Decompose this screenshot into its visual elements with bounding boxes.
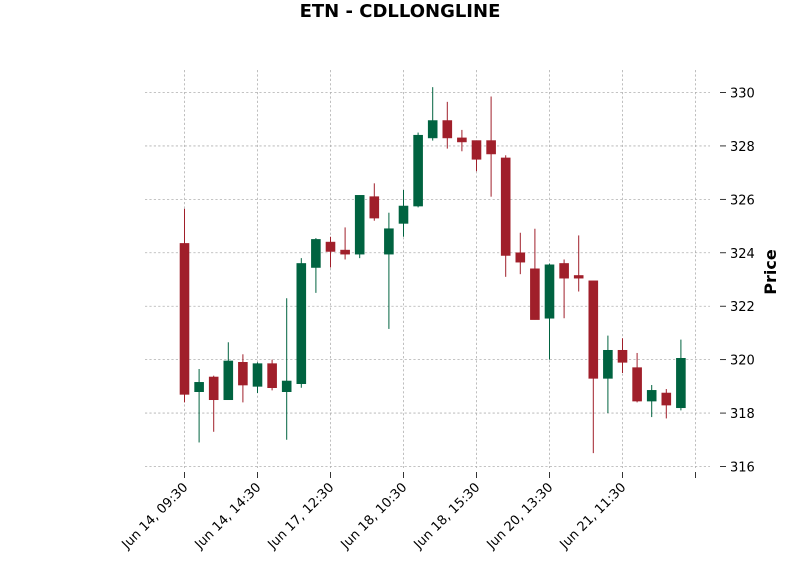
candle-body xyxy=(311,239,321,268)
candle-body xyxy=(223,360,234,401)
candle-up xyxy=(413,132,423,208)
candle-down xyxy=(442,101,453,149)
candle-down xyxy=(340,227,350,260)
candle-down xyxy=(632,352,642,403)
candle-down xyxy=(238,354,248,403)
candle-up xyxy=(281,298,292,440)
candle-body xyxy=(559,263,569,279)
candle-down xyxy=(179,208,190,403)
candle-body xyxy=(252,363,263,387)
candle-body xyxy=(442,120,453,139)
candle-body xyxy=(369,196,380,219)
candle-up xyxy=(676,339,686,411)
y-tick-label: 318 xyxy=(730,407,755,422)
y-tick-label: 330 xyxy=(730,87,755,102)
chart-title: ETN - CDLLONGLINE xyxy=(300,1,501,22)
candle-down xyxy=(369,183,380,221)
candle-down xyxy=(471,140,482,172)
candle-body xyxy=(676,358,686,409)
candle-down xyxy=(661,389,672,419)
candle-up xyxy=(354,195,365,259)
candle-body xyxy=(179,243,190,395)
candle-down xyxy=(486,96,496,197)
x-tick-label: Jun 17, 12:30 xyxy=(265,480,338,553)
candle-up xyxy=(296,258,307,388)
x-tick-label: Jun 14, 09:30 xyxy=(119,480,192,553)
candle-down xyxy=(559,259,569,319)
candle-down xyxy=(530,228,540,320)
candle-body xyxy=(267,363,277,388)
candle-up xyxy=(311,238,321,293)
y-tick-label: 322 xyxy=(730,300,755,315)
candle-down xyxy=(617,338,628,373)
x-tick-label: Jun 14, 14:30 xyxy=(192,480,265,553)
candle-up xyxy=(603,335,613,414)
candle-body xyxy=(384,228,394,255)
y-tick-label: 324 xyxy=(730,247,755,262)
candle-up xyxy=(384,212,394,329)
x-tick-label: Jun 21, 11:30 xyxy=(557,480,630,553)
x-axis: Jun 14, 09:30 Jun 14, 14:30 Jun 17, 12:30 J… xyxy=(119,472,696,553)
candle-body xyxy=(398,205,409,224)
y-tick-label: 316 xyxy=(730,461,755,476)
candle-body xyxy=(413,134,423,207)
candle-body xyxy=(457,137,467,143)
candle-body xyxy=(544,264,555,319)
candle-up xyxy=(252,362,263,394)
y-tick-label: 320 xyxy=(730,354,755,369)
candle-up xyxy=(223,342,234,401)
y-axis: 316 318 320 322 324 326 328 330 xyxy=(720,87,755,476)
y-axis-label: Price xyxy=(761,249,780,295)
x-tick-label: Jun 18, 10:30 xyxy=(338,480,411,553)
candle-up xyxy=(398,190,409,237)
candle-body xyxy=(573,275,584,279)
candle-body xyxy=(194,382,204,393)
candle-down xyxy=(573,235,584,292)
candle-body xyxy=(281,380,292,392)
candle-down xyxy=(500,155,511,277)
candle-body xyxy=(208,376,219,401)
candle-body xyxy=(617,349,628,363)
x-tick-label: Jun 18, 15:30 xyxy=(411,480,484,553)
candle-body xyxy=(354,195,365,255)
candle-down xyxy=(325,236,336,268)
candle-body xyxy=(340,249,350,255)
candle-down xyxy=(515,232,526,275)
candle-body xyxy=(530,268,540,320)
y-tick-label: 326 xyxy=(730,193,755,208)
candle-body xyxy=(632,367,642,402)
candle-down xyxy=(208,375,219,432)
candle-up xyxy=(194,368,204,443)
candle-down xyxy=(267,359,277,391)
candle-up xyxy=(646,385,657,418)
candle-body xyxy=(296,263,307,384)
candle-down xyxy=(457,129,467,152)
candle-body xyxy=(588,280,599,379)
grid-layer xyxy=(145,70,710,468)
candle-body xyxy=(603,349,613,379)
candle-body xyxy=(427,120,438,139)
candle-body xyxy=(646,390,657,402)
candle-body xyxy=(325,241,336,252)
candle-up xyxy=(544,263,555,360)
candle-down xyxy=(588,280,599,454)
x-tick-label: Jun 20, 13:30 xyxy=(484,480,557,553)
candle-body xyxy=(238,362,248,386)
y-tick-label: 328 xyxy=(730,140,755,155)
candle-body xyxy=(515,252,526,263)
candle-body xyxy=(661,392,672,406)
candle-layer xyxy=(179,87,686,454)
candle-body xyxy=(500,157,511,256)
candle-body xyxy=(471,140,482,160)
candle-up xyxy=(427,87,438,141)
candle-body xyxy=(486,140,496,155)
